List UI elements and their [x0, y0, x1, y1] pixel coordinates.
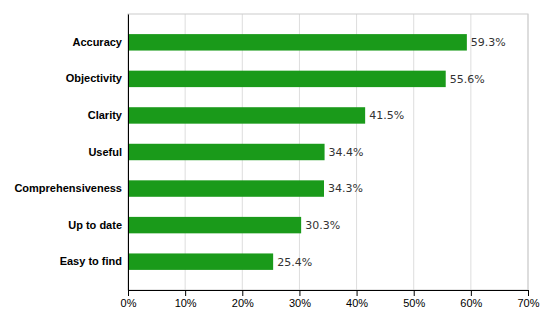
tick-mark — [185, 290, 186, 296]
tick-mark — [357, 290, 358, 296]
y-axis: Easy to find Up to date Comprehensiveness U… — [14, 15, 128, 291]
tick-mark — [299, 290, 300, 296]
tick-label: 10% — [175, 297, 197, 309]
tick: Easy to find — [60, 255, 128, 267]
data-labels: 25.4% 30.3% 34.3% 34.4% 41.5% 55.6% 59.3% — [277, 36, 506, 268]
bar — [128, 217, 301, 233]
bar — [128, 144, 325, 160]
tick: 70% — [517, 290, 539, 309]
tick-label: Easy to find — [60, 255, 122, 267]
tick: 40% — [346, 290, 368, 309]
tick: 60% — [460, 290, 482, 309]
tick-label: 70% — [517, 297, 539, 309]
tick: Comprehensiveness — [14, 182, 128, 194]
data-label: 34.4% — [329, 146, 364, 159]
tick: 10% — [175, 290, 197, 309]
tick: 20% — [232, 290, 254, 309]
tick: Accuracy — [72, 36, 128, 48]
grid-line — [470, 14, 471, 290]
data-label: 25.4% — [277, 256, 312, 269]
tick: Up to date — [68, 219, 128, 231]
data-label: 30.3% — [305, 219, 340, 232]
bar — [128, 34, 467, 50]
tick-mark — [471, 290, 472, 296]
tick-label: 0% — [121, 297, 137, 309]
bar — [128, 71, 446, 87]
tick: Clarity — [88, 109, 128, 121]
tick-label: Comprehensiveness — [14, 182, 122, 194]
tick-label: 20% — [232, 297, 254, 309]
tick-label: Accuracy — [72, 36, 122, 48]
tick-label: Objectivity — [66, 72, 123, 84]
tick-label: 50% — [403, 297, 425, 309]
bar — [128, 107, 365, 123]
tick-label: 60% — [460, 297, 482, 309]
tick: 0% — [121, 290, 137, 309]
bars — [128, 34, 467, 270]
tick: 50% — [403, 290, 425, 309]
bar — [128, 253, 273, 269]
tick: Objectivity — [66, 72, 128, 84]
tick-label: Up to date — [68, 219, 122, 231]
tick-label: Useful — [88, 146, 122, 158]
grid-line — [413, 14, 414, 290]
data-label: 41.5% — [369, 109, 404, 122]
tick-mark — [528, 290, 529, 296]
tick: Useful — [88, 146, 128, 158]
tick-label: 30% — [289, 297, 311, 309]
bar — [128, 180, 324, 196]
data-label: 59.3% — [471, 36, 506, 49]
grid — [128, 14, 528, 290]
tick-mark — [128, 290, 129, 296]
plot-frame — [128, 14, 528, 290]
x-axis: 0% 10% 20% 30% 40% 50% 60% 70% — [121, 290, 540, 309]
data-label: 34.3% — [328, 182, 363, 195]
axis-line — [129, 291, 529, 297]
tick-mark — [242, 290, 243, 296]
chart: 0% 10% 20% 30% 40% 50% 60% 70% Easy to find Up to… — [0, 0, 548, 320]
tick-label: Clarity — [88, 109, 123, 121]
plot: 0% 10% 20% 30% 40% 50% 60% 70% Easy to find Up to… — [14, 14, 539, 309]
axis-line — [128, 15, 129, 291]
tick-label: 40% — [346, 297, 368, 309]
tick-mark — [414, 290, 415, 296]
tick: 30% — [289, 290, 311, 309]
data-label: 55.6% — [450, 73, 485, 86]
